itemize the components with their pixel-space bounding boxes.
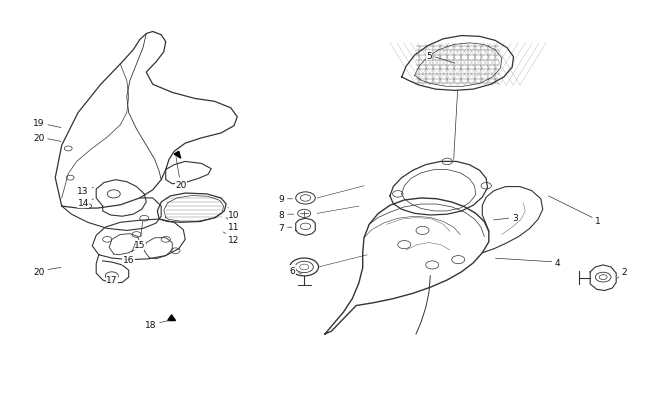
Text: 14: 14 <box>77 199 94 208</box>
Text: 20: 20 <box>33 133 61 142</box>
Text: 20: 20 <box>33 267 61 276</box>
Text: 17: 17 <box>106 276 118 285</box>
Text: 20: 20 <box>175 158 187 190</box>
Text: 8: 8 <box>279 210 294 219</box>
Text: 2: 2 <box>618 267 627 279</box>
Text: 9: 9 <box>279 195 293 204</box>
Text: 4: 4 <box>495 258 560 267</box>
Text: 5: 5 <box>426 51 455 64</box>
Text: 15: 15 <box>134 222 146 249</box>
Polygon shape <box>168 315 176 321</box>
Text: 7: 7 <box>279 223 292 232</box>
Text: 19: 19 <box>33 119 61 128</box>
Text: 1: 1 <box>549 196 601 225</box>
Text: 12: 12 <box>224 232 240 244</box>
Text: 16: 16 <box>123 243 135 264</box>
Text: 10: 10 <box>228 208 240 220</box>
Text: 18: 18 <box>145 320 170 329</box>
Text: 13: 13 <box>77 187 94 196</box>
Polygon shape <box>174 152 181 159</box>
Text: 3: 3 <box>493 213 517 222</box>
Text: 6: 6 <box>290 266 302 275</box>
Text: 11: 11 <box>226 218 240 231</box>
